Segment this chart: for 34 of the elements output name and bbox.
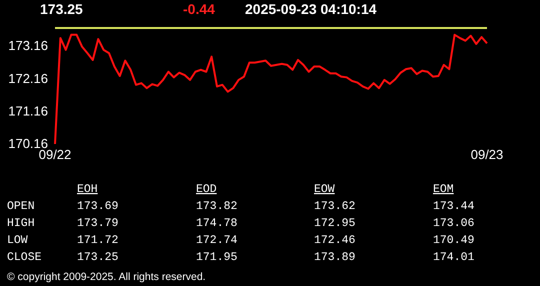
data-label: 173.79 [77, 217, 119, 230]
data-label: 173.62 [314, 200, 356, 213]
data-label: 172.74 [196, 234, 238, 247]
chart-title: 173.25 [40, 1, 84, 17]
text: OPEN [7, 200, 35, 213]
data-label: 173.06 [433, 217, 475, 230]
data-label: 170.49 [433, 234, 475, 247]
data-label: 172.95 [314, 217, 356, 230]
data-label: 174.01 [433, 251, 475, 264]
data-label: 173.25 [77, 251, 119, 264]
data-label: 171.72 [77, 234, 119, 247]
data-label: 171.95 [196, 251, 238, 264]
data-label: 173.82 [196, 200, 238, 213]
y-tick-label: 173.16 [8, 38, 48, 54]
y-tick-label: 171.16 [8, 103, 48, 118]
x-tick-label: 09/22 [38, 147, 72, 162]
category-label: EOM [433, 183, 454, 196]
x-tick-label: 09/23 [470, 147, 504, 162]
text: © copyright 2009-2025. All rights reserved. [7, 271, 206, 283]
category-label: EOH [77, 183, 98, 196]
text: HIGH [7, 217, 35, 230]
text: LOW [7, 234, 28, 247]
data-label: 172.46 [314, 234, 356, 247]
data-label: 174.78 [196, 217, 238, 230]
data-label: 173.89 [314, 251, 356, 264]
y-tick-label: 172.16 [8, 70, 48, 86]
data-label: 173.44 [433, 200, 475, 213]
text: -0.44 [183, 1, 216, 17]
line-series [54, 34, 488, 145]
category-label: EOD [196, 183, 217, 196]
category-label: EOW [314, 183, 335, 196]
text: CLOSE [7, 251, 42, 264]
text: 2025-09-23 04:10:14 [245, 1, 377, 17]
data-label: 173.69 [77, 200, 119, 213]
